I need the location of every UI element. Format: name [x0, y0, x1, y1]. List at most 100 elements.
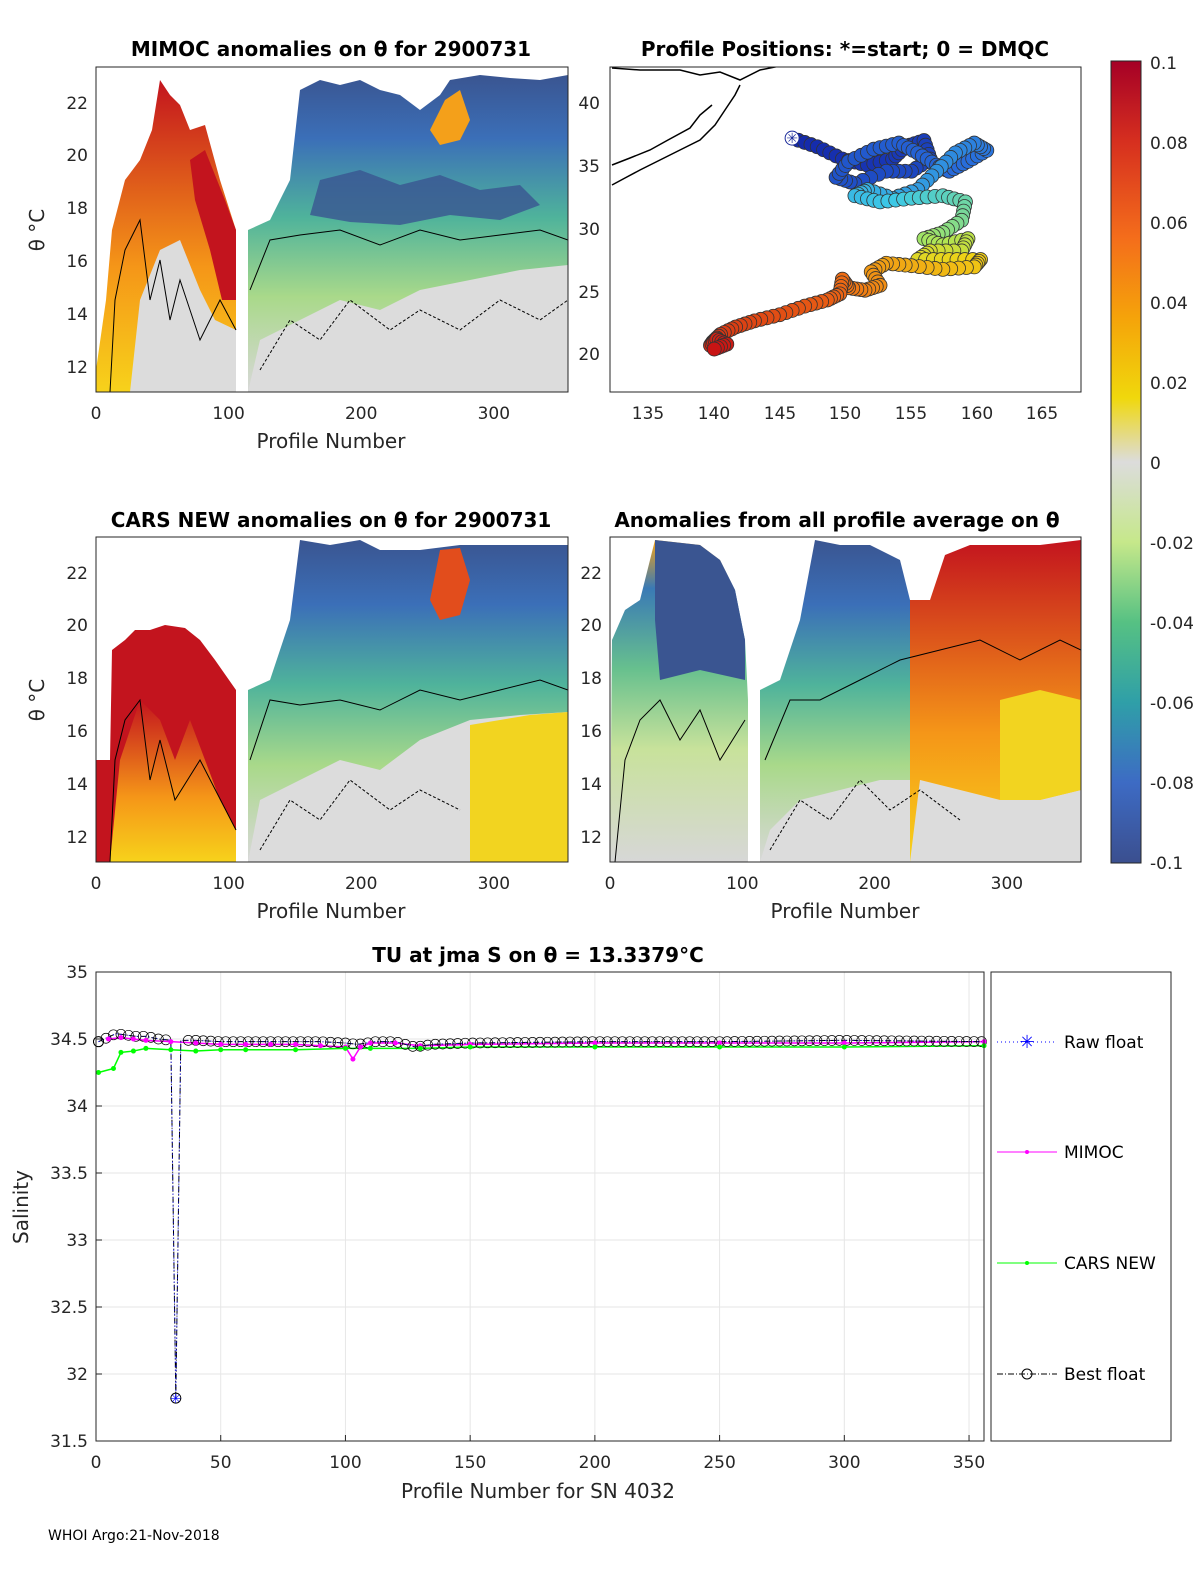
best-float-marker: [534, 1036, 546, 1048]
cars-marker: [110, 1065, 116, 1071]
best-float-marker: [579, 1036, 591, 1048]
best-float-marker: [100, 1032, 112, 1044]
best-float-marker: [347, 1038, 359, 1050]
best-float-marker: [654, 1036, 666, 1048]
colorbar-gradient: [1110, 60, 1142, 864]
best-float-marker: [684, 1036, 696, 1048]
cars-warm-region: [110, 700, 236, 862]
mimoc-marker: [243, 1041, 249, 1047]
best-float-marker: [489, 1037, 501, 1049]
mimoc-contour-3: [259, 299, 568, 371]
footer-credit: WHOI Argo:21-Nov-2018: [48, 1528, 220, 1544]
best-float-marker: [609, 1036, 621, 1048]
cars-xtick: 200: [345, 874, 377, 894]
avg-ytick: 18: [580, 669, 602, 689]
salinity-xlabel: Profile Number for SN 4032: [401, 1479, 675, 1503]
best-float-marker: [691, 1036, 703, 1048]
best-float-marker: [616, 1036, 628, 1048]
best-float-marker: [976, 1036, 987, 1048]
salinity-xtick: 300: [828, 1453, 860, 1473]
best-float-marker: [841, 1035, 853, 1046]
profile-track: ✳: [703, 130, 995, 357]
best-float-marker: [706, 1036, 718, 1048]
best-float-marker: [587, 1036, 598, 1048]
salinity-xtick: 50: [210, 1453, 232, 1473]
cars-marker: [218, 1047, 224, 1053]
best-float-marker: [946, 1036, 957, 1047]
legend-entry-mimoc: MIMOC: [997, 1143, 1124, 1163]
avg-ytick: 12: [580, 828, 602, 848]
salinity-panel: TU at jma S on θ = 13.3379°C ✳ 0 50 100 150…: [9, 943, 1172, 1503]
mimoc-marker: [841, 1040, 847, 1046]
mimoc-marker: [350, 1056, 356, 1062]
best-float-marker: [826, 1035, 838, 1046]
cars-marker: [293, 1047, 299, 1053]
cars-heatmap: [96, 540, 568, 862]
coastline-north: [611, 67, 779, 81]
best-float-marker: [429, 1038, 441, 1050]
mimoc-ytick: 20: [66, 146, 88, 166]
colorbar-tick: 0.06: [1150, 214, 1188, 234]
cars-ylabel: θ °C: [25, 679, 49, 722]
best-float-marker: [422, 1039, 434, 1051]
best-float-marker: [452, 1038, 464, 1049]
salinity-xtick: 350: [953, 1453, 985, 1473]
salinity-yticks: 31.5 32 32.5 33 33.5 34 34.5 35: [50, 963, 88, 1452]
mimoc-xtick: 100: [212, 404, 244, 424]
salinity-xtick: 250: [703, 1453, 735, 1473]
best-float-marker: [399, 1039, 411, 1050]
mimoc-ytick: 12: [66, 358, 88, 378]
best-float-marker: [325, 1036, 336, 1048]
best-float-marker: [863, 1035, 875, 1046]
legend-entry-best: Best float: [997, 1365, 1146, 1385]
legend-cars-label: CARS NEW: [1064, 1254, 1156, 1274]
best-float-marker: [676, 1036, 688, 1048]
best-float-marker: [968, 1036, 980, 1047]
avg-xtick: 100: [726, 874, 758, 894]
mimoc-xticks: 0 100 200 300: [91, 404, 510, 424]
best-float-marker: [287, 1036, 299, 1048]
best-float-marker: [624, 1036, 636, 1048]
positions-ytick: 20: [578, 345, 600, 365]
salinity-ytick: 33: [66, 1231, 88, 1251]
colorbar-tick: -0.1: [1150, 854, 1183, 874]
best-float-marker: [272, 1036, 284, 1048]
mimoc-axes-box: [95, 66, 569, 393]
best-float-marker: [407, 1041, 419, 1052]
best-float-marker: [212, 1036, 224, 1047]
best-float-marker: [893, 1035, 905, 1047]
colorbar-tick: -0.08: [1150, 774, 1194, 794]
best-float-marker: [961, 1036, 972, 1047]
avg-gray-region: [760, 780, 1081, 862]
mimoc-marker: [130, 1036, 136, 1042]
start-star-icon: ✳: [786, 131, 798, 147]
coastline-honshu: [611, 84, 741, 186]
cars-marker: [342, 1045, 348, 1051]
positions-title: Profile Positions: *=start; 0 = DMQC: [641, 37, 1049, 61]
positions-xtick: 150: [829, 404, 861, 424]
positions-axes-box: [609, 66, 1082, 393]
mimoc-gray-region: [248, 265, 568, 392]
avg-xlabel: Profile Number: [771, 899, 921, 923]
mimoc-contour-1: [109, 218, 237, 392]
first-profile-marker: [92, 1036, 104, 1048]
best-float-marker: [467, 1037, 479, 1049]
best-float-marker: [796, 1035, 808, 1047]
colorbar-tick: -0.04: [1150, 614, 1194, 634]
mimoc-marker: [357, 1044, 363, 1050]
legend-raw-marker: ✳: [1019, 1032, 1034, 1053]
best-float-marker: [392, 1036, 404, 1048]
cars-ytick: 14: [66, 775, 88, 795]
cars-xlabel: Profile Number: [257, 899, 407, 923]
legend-box: [990, 971, 1172, 1442]
mimoc-ytick: 18: [66, 199, 88, 219]
mimoc-xtick: 0: [91, 404, 102, 424]
legend-best-marker: [1021, 1368, 1033, 1380]
salinity-ytick: 31.5: [50, 1432, 88, 1452]
best-float-marker: [871, 1035, 883, 1047]
cars-panel: CARS NEW anomalies on θ for 2900731 0 10…: [25, 508, 569, 923]
positions-map: ✳: [611, 67, 995, 357]
outlier-marker: [170, 1392, 182, 1404]
best-float-marker: [182, 1034, 194, 1046]
